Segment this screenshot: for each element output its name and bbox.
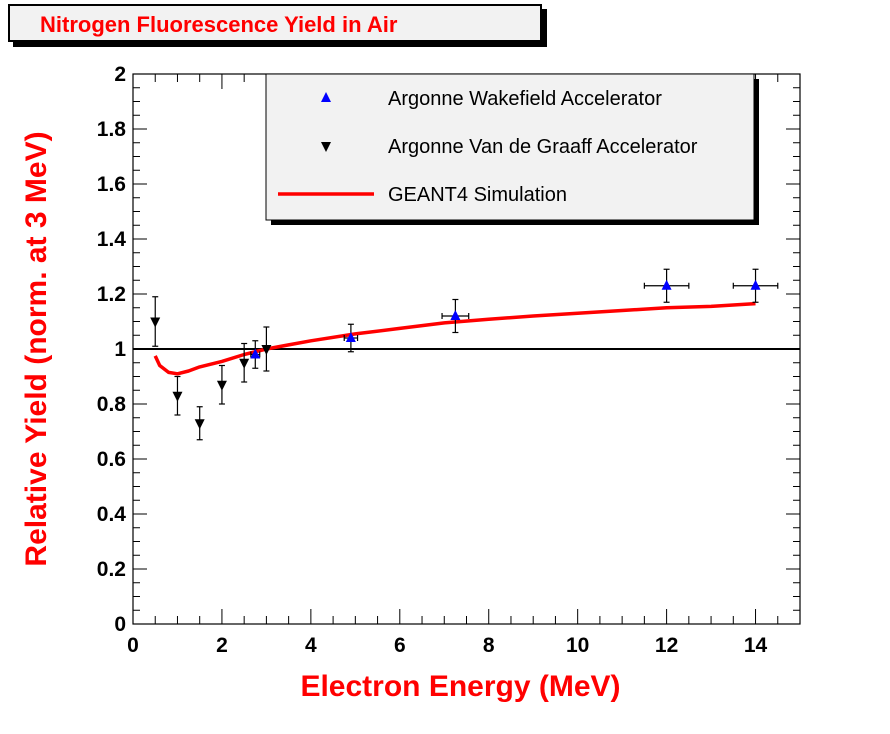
wakefield-point <box>250 348 261 359</box>
x-tick-label: 0 <box>127 634 139 657</box>
van-de-graaff-point <box>261 345 272 355</box>
x-tick-label: 2 <box>216 634 228 657</box>
van-de-graaff-point <box>194 419 205 430</box>
x-tick-label: 12 <box>655 634 678 657</box>
y-axis-label: Relative Yield (norm. at 3 MeV) <box>20 131 53 566</box>
y-tick-label: 0.4 <box>97 503 127 526</box>
y-tick-label: 1 <box>114 338 126 361</box>
y-tick-label: 0 <box>114 613 126 636</box>
y-tick-label: 1.2 <box>97 283 126 306</box>
legend-entry: GEANT4 Simulation <box>388 184 567 206</box>
wakefield-point <box>750 279 761 290</box>
x-tick-label: 10 <box>566 634 589 657</box>
y-tick-label: 1.8 <box>97 118 127 141</box>
wakefield-point <box>450 310 461 320</box>
van-de-graaff-point <box>150 317 161 328</box>
van-de-graaff-point <box>172 391 183 402</box>
chart-title-box: Nitrogen Fluorescence Yield in Air <box>8 4 542 42</box>
y-tick-label: 0.8 <box>97 393 127 416</box>
x-tick-label: 14 <box>744 634 768 657</box>
x-tick-label: 6 <box>394 634 406 657</box>
y-tick-label: 0.6 <box>97 448 126 471</box>
legend-marker <box>321 142 331 152</box>
legend-marker <box>321 92 331 102</box>
chart-title: Nitrogen Fluorescence Yield in Air <box>40 12 398 37</box>
wakefield-point <box>345 332 356 342</box>
x-tick-label: 8 <box>483 634 495 657</box>
y-tick-label: 2 <box>114 63 126 86</box>
y-tick-label: 1.6 <box>97 173 126 196</box>
x-axis-label: Electron Energy (MeV) <box>300 670 620 703</box>
y-tick-label: 1.4 <box>97 228 127 251</box>
x-tick-label: 4 <box>305 634 317 657</box>
legend-entry: Argonne Van de Graaff Accelerator <box>388 136 698 158</box>
simulation-curve <box>153 301 756 376</box>
legend-entry: Argonne Wakefield Accelerator <box>388 88 662 110</box>
wakefield-point <box>661 279 672 290</box>
van-de-graaff-point <box>216 380 227 391</box>
van-de-graaff-point <box>239 358 250 369</box>
y-tick-label: 0.2 <box>97 558 126 581</box>
